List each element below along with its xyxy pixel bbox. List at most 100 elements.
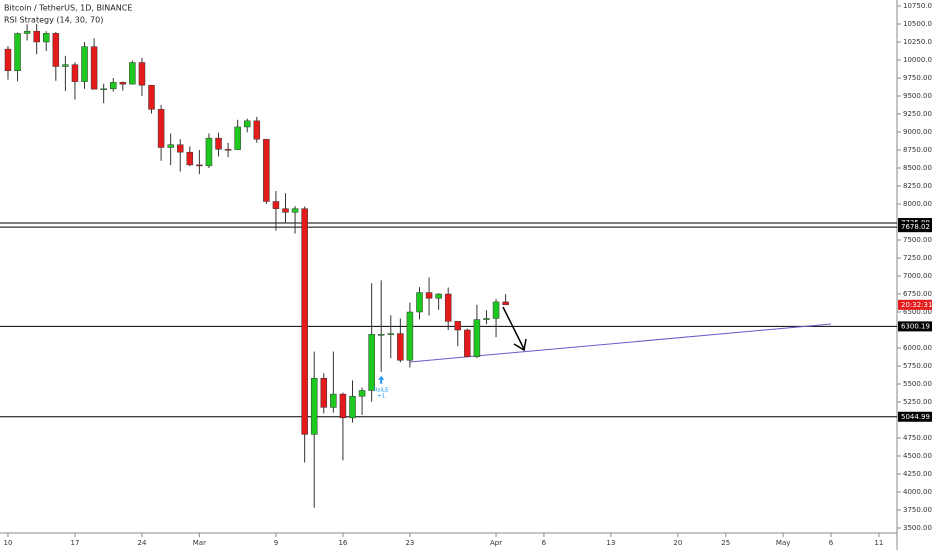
candle-body <box>119 82 127 85</box>
candle-body <box>464 329 471 357</box>
signal-quantity: +1 <box>377 393 385 399</box>
candle-body <box>282 208 289 213</box>
candle-body <box>253 120 261 140</box>
candle-body <box>148 84 155 110</box>
chart-subtitle: RSI Strategy (14, 30, 70) <box>4 16 103 25</box>
candle-body <box>176 144 184 153</box>
level-label: 6300.19 <box>901 322 930 330</box>
candle-body <box>100 88 107 91</box>
candle-body <box>224 149 232 151</box>
candle-body <box>81 46 88 82</box>
trend-line <box>409 323 832 363</box>
candle-body <box>387 333 395 335</box>
candle-body <box>397 333 404 361</box>
candle-body <box>138 62 146 86</box>
y-tick-label: 4750.00 <box>903 434 932 442</box>
signal-arrow <box>378 375 385 384</box>
y-tick-label: 3750.00 <box>903 506 932 514</box>
candle-body <box>272 201 280 209</box>
x-tick-label: 6 <box>829 539 834 547</box>
y-tick-label: 9750.00 <box>903 74 932 82</box>
chart-title: Bitcoin / TetherUS, 1D, BINANCE <box>4 4 132 13</box>
candle-body <box>215 137 222 150</box>
level-label: 5044.99 <box>901 413 930 421</box>
y-tick-label: 7500.00 <box>903 236 932 244</box>
y-tick-label: 9500.00 <box>903 92 932 100</box>
candle-body <box>14 33 21 71</box>
candle-body <box>330 393 337 408</box>
candle-body <box>406 311 414 361</box>
candle-body <box>339 393 347 419</box>
candle-body <box>483 318 490 320</box>
y-tick-label: 9250.00 <box>903 110 932 118</box>
y-tick-label: 5750.00 <box>903 362 932 370</box>
candle-body <box>52 33 60 67</box>
level-label-box <box>898 321 932 332</box>
y-tick-label: 8000.00 <box>903 200 932 208</box>
x-tick-label: 6 <box>542 539 547 547</box>
y-tick-label: 10000.00 <box>903 56 932 64</box>
candle-body <box>473 319 481 357</box>
candle-body <box>358 390 366 397</box>
y-tick-label: 4250.00 <box>903 470 932 478</box>
y-tick-label: 10250.00 <box>903 38 932 46</box>
candle-body <box>196 164 203 167</box>
y-tick-label: 3500.00 <box>903 524 932 532</box>
y-tick-label: 10500.00 <box>903 20 932 28</box>
y-tick-label: 8500.00 <box>903 164 932 172</box>
y-tick-label: 6750.00 <box>903 290 932 298</box>
candle-body <box>435 293 442 299</box>
level-label: 7678.02 <box>901 223 930 231</box>
candle-body <box>167 144 174 148</box>
x-tick-label: 25 <box>721 539 730 547</box>
y-tick-label: 8750.00 <box>903 146 932 154</box>
candle-body <box>349 395 356 419</box>
y-tick-label: 6000.00 <box>903 344 932 352</box>
x-tick-label: 24 <box>137 539 146 547</box>
candle-body <box>368 334 375 391</box>
candle-body <box>33 30 40 43</box>
candle-body <box>444 293 452 322</box>
candle-body <box>129 62 136 85</box>
candle-body <box>502 301 509 306</box>
level-label-box <box>898 222 932 233</box>
candle-body <box>90 46 98 90</box>
signal-label: RsiLE <box>374 387 389 393</box>
y-tick-label: 7000.00 <box>903 272 932 280</box>
y-tick-label: 5500.00 <box>903 380 932 388</box>
x-tick-label: 17 <box>71 539 80 547</box>
candle-body <box>310 377 318 435</box>
candle-body <box>263 138 270 202</box>
y-tick-label: 7250.00 <box>903 254 932 262</box>
candle-body <box>109 82 117 90</box>
x-tick-label: 20 <box>673 539 682 547</box>
candle-body <box>454 321 462 331</box>
candle-body <box>320 377 328 408</box>
candle-body <box>492 301 500 319</box>
y-tick-label: 10750.00 <box>903 2 932 10</box>
candle-body <box>186 151 194 166</box>
projection-arrow <box>502 306 527 352</box>
candle-body <box>157 109 165 148</box>
candle-body <box>43 33 50 43</box>
y-tick-label: 6500.00 <box>903 308 932 316</box>
candle-body <box>234 126 241 150</box>
x-tick-label: 23 <box>405 539 414 547</box>
x-tick-label: 9 <box>274 539 278 547</box>
candle-body <box>4 48 12 71</box>
countdown-label: 20:32:31 <box>901 301 932 309</box>
x-tick-label: 16 <box>338 539 347 547</box>
candle-body <box>62 64 69 67</box>
level-label-box <box>898 411 932 422</box>
y-tick-label: 5250.00 <box>903 398 932 406</box>
candle-body <box>71 64 79 82</box>
y-tick-label: 9000.00 <box>903 128 932 136</box>
candle-body <box>243 120 251 128</box>
candle-body <box>205 137 213 167</box>
candle-body <box>425 292 433 299</box>
x-tick-label: May <box>776 539 790 547</box>
x-tick-label: Apr <box>490 539 502 547</box>
y-tick-label: 8250.00 <box>903 182 932 190</box>
